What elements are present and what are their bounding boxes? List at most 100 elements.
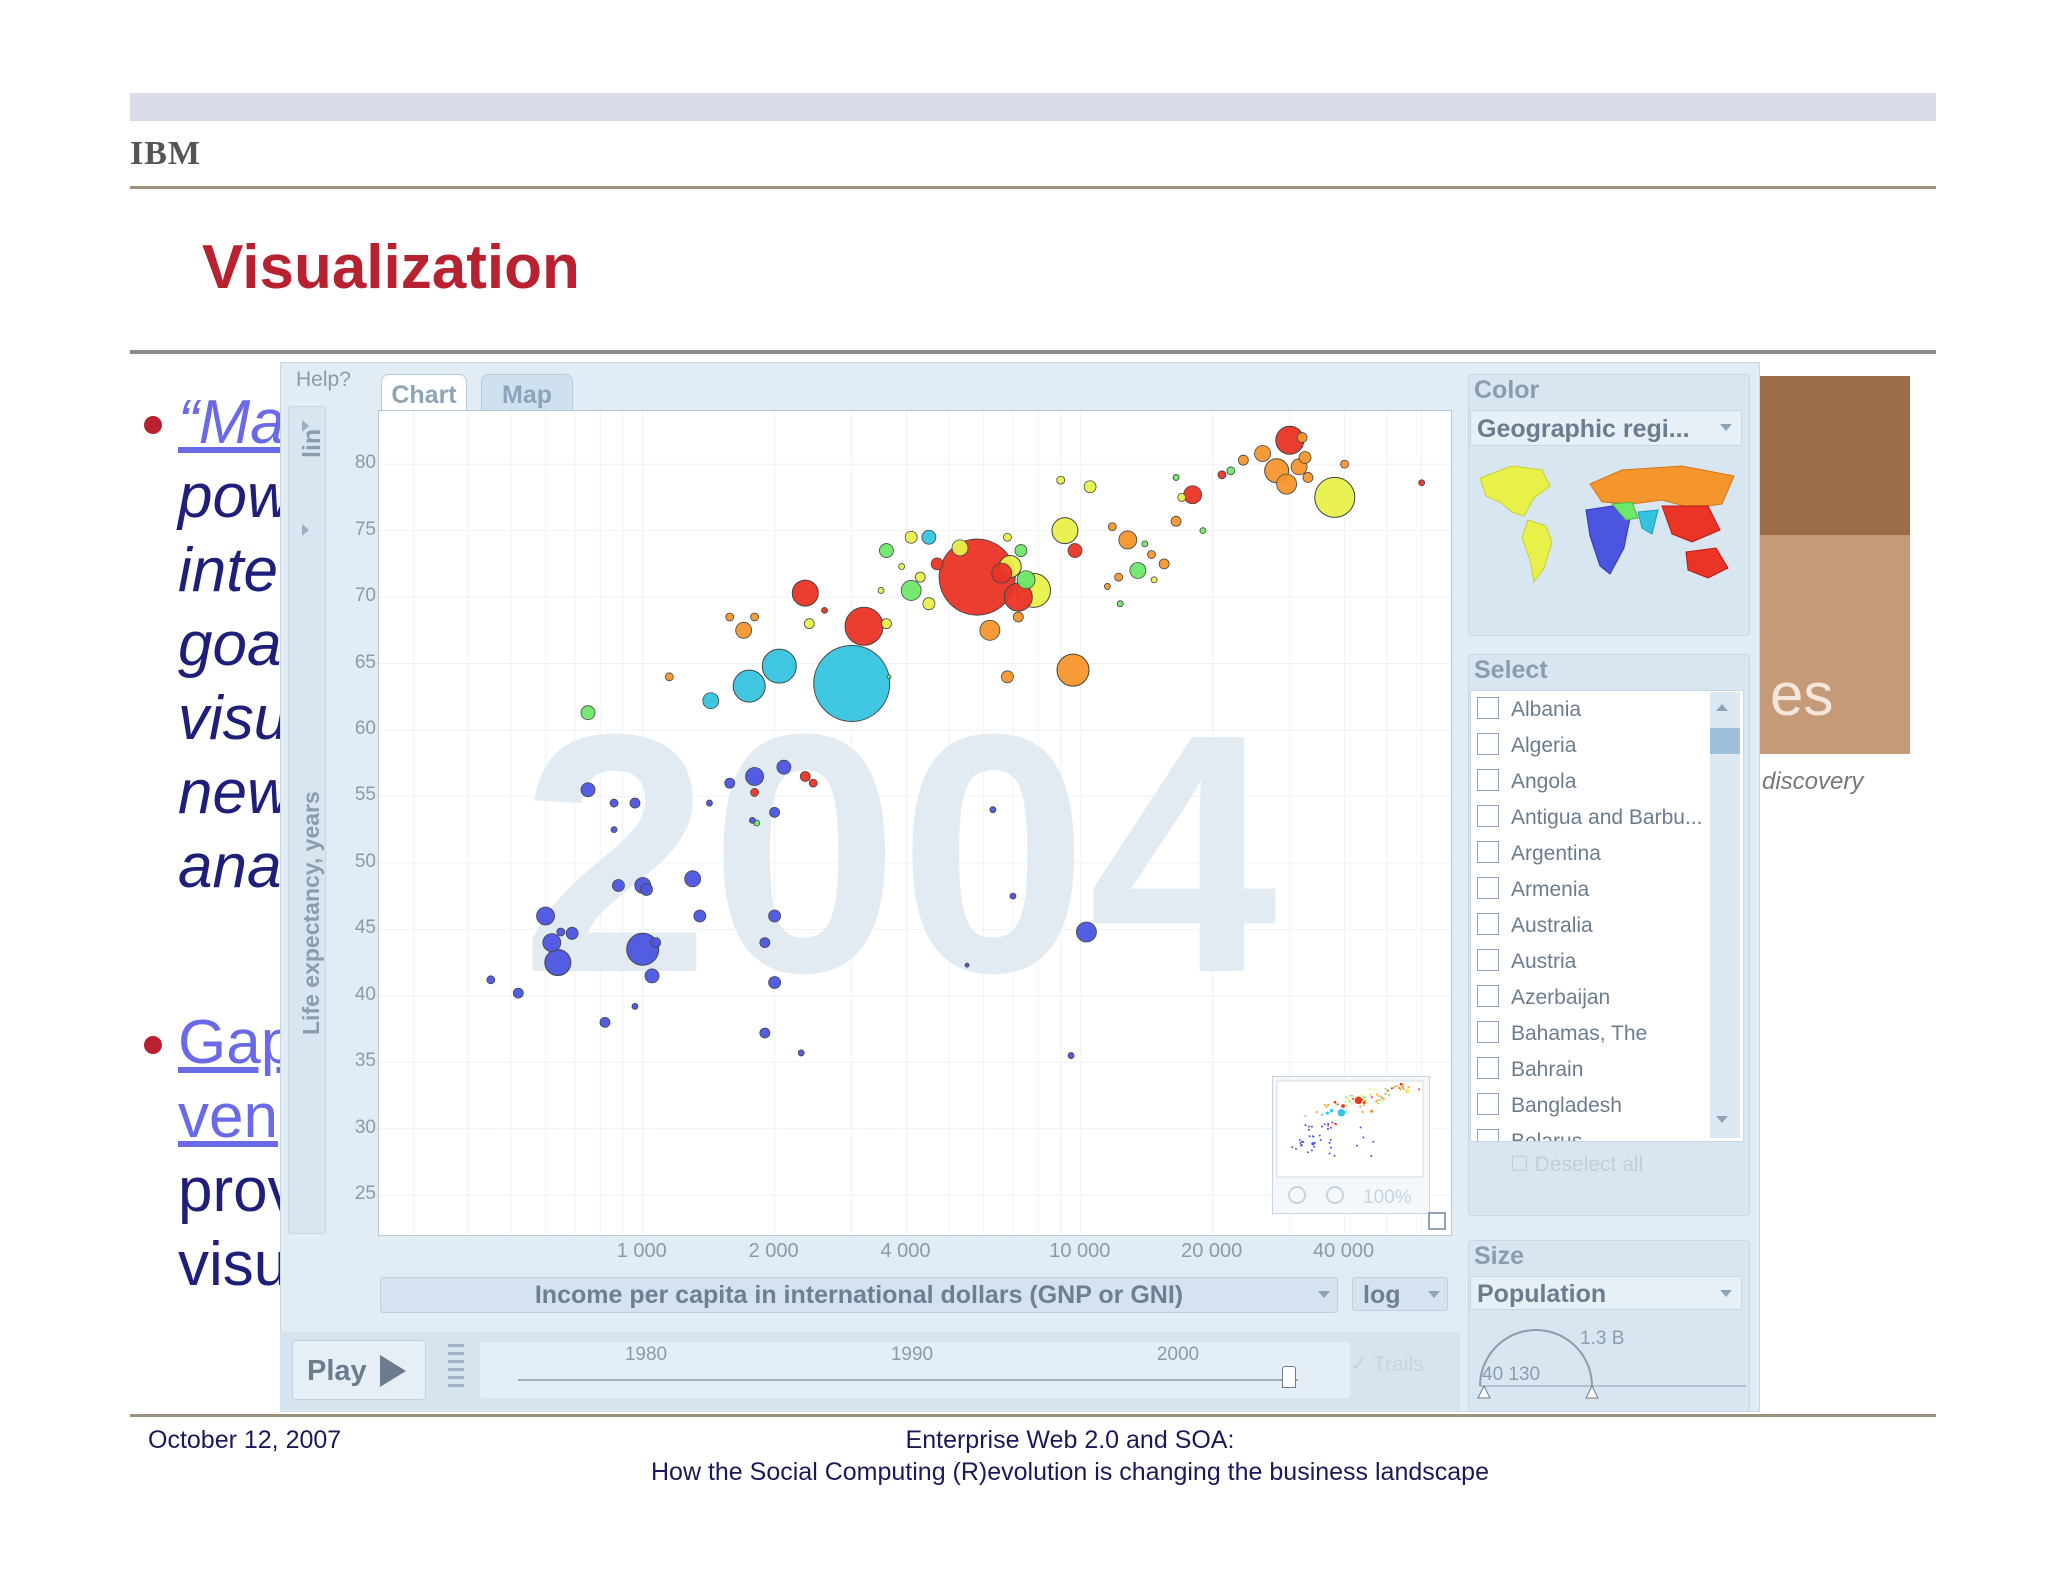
country-bubble[interactable] xyxy=(542,933,562,953)
country-bubble[interactable] xyxy=(991,562,1013,584)
country-bubble[interactable] xyxy=(1114,572,1124,582)
country-bubble[interactable] xyxy=(964,962,970,968)
list-item[interactable]: Belarus xyxy=(1477,1127,1582,1141)
speed-control-icon[interactable] xyxy=(446,1340,466,1396)
zoom-minimap[interactable]: 100% xyxy=(1272,1076,1430,1214)
help-link[interactable]: Help? xyxy=(296,368,351,391)
list-item[interactable]: Azerbaijan xyxy=(1477,983,1610,1013)
country-bubble[interactable] xyxy=(821,606,828,614)
country-bubble[interactable] xyxy=(640,883,653,896)
country-bubble[interactable] xyxy=(580,782,596,798)
country-bubble[interactable] xyxy=(706,799,713,807)
country-bubble[interactable] xyxy=(922,597,936,611)
country-bubble[interactable] xyxy=(799,771,811,782)
expand-arrow-icon[interactable] xyxy=(302,420,309,432)
country-bubble[interactable] xyxy=(1199,527,1207,535)
country-bubble[interactable] xyxy=(904,530,918,544)
list-item[interactable]: Australia xyxy=(1477,911,1593,941)
country-bubble[interactable] xyxy=(776,759,792,775)
country-bubble[interactable] xyxy=(749,816,756,824)
country-bubble[interactable] xyxy=(914,571,926,583)
country-bubble[interactable] xyxy=(1298,451,1312,464)
bullet-1-line-1[interactable]: “Ma xyxy=(178,388,285,457)
bullet-2-line-2[interactable]: ven xyxy=(178,1082,278,1151)
country-bubble[interactable] xyxy=(612,879,625,892)
country-bubble[interactable] xyxy=(629,797,641,809)
country-bubble[interactable] xyxy=(1014,544,1028,557)
country-bubble[interactable] xyxy=(735,621,753,639)
country-bubble[interactable] xyxy=(900,580,922,601)
country-bubble[interactable] xyxy=(951,539,969,557)
country-bubble[interactable] xyxy=(684,870,702,888)
country-bubble[interactable] xyxy=(930,557,944,571)
country-bubble[interactable] xyxy=(1016,570,1036,590)
country-bubble[interactable] xyxy=(877,587,885,594)
country-bubble[interactable] xyxy=(1116,600,1124,608)
country-bubble[interactable] xyxy=(1147,550,1156,559)
country-bubble[interactable] xyxy=(1056,653,1090,687)
chevron-down-icon[interactable] xyxy=(1318,1291,1330,1298)
country-bubble[interactable] xyxy=(1314,476,1356,518)
size-scale[interactable]: 1.3 B 40 130 xyxy=(1470,1318,1750,1408)
country-bubble[interactable] xyxy=(791,579,819,607)
country-bubble[interactable] xyxy=(1009,892,1017,900)
tab-map[interactable]: Map xyxy=(481,374,573,415)
country-bubble[interactable] xyxy=(644,968,660,984)
country-bubble[interactable] xyxy=(664,672,674,682)
country-bubble[interactable] xyxy=(750,788,759,797)
chevron-down-icon[interactable] xyxy=(1720,1290,1732,1297)
country-bubble[interactable] xyxy=(631,1003,639,1010)
size-selector[interactable]: Population xyxy=(1470,1276,1742,1310)
country-bubble[interactable] xyxy=(881,618,892,630)
country-bubble[interactable] xyxy=(1118,530,1138,550)
country-bubble[interactable] xyxy=(486,975,496,985)
country-bubble[interactable] xyxy=(879,543,894,558)
country-bubble[interactable] xyxy=(797,1049,805,1057)
country-bubble[interactable] xyxy=(1172,474,1180,481)
country-bubble[interactable] xyxy=(938,538,1016,616)
tab-chart[interactable]: Chart xyxy=(381,374,467,415)
country-bubble[interactable] xyxy=(979,619,1001,641)
country-bubble[interactable] xyxy=(1076,921,1097,943)
country-bubble[interactable] xyxy=(808,778,818,788)
country-bubble[interactable] xyxy=(1302,472,1314,483)
deselect-all-button[interactable]: ☐ Deselect all xyxy=(1510,1153,1644,1176)
list-item[interactable]: Armenia xyxy=(1477,875,1589,905)
country-bubble[interactable] xyxy=(1056,475,1066,485)
country-bubble[interactable] xyxy=(609,798,619,808)
country-bubble[interactable] xyxy=(544,949,572,977)
expand-arrow-icon[interactable] xyxy=(302,524,309,536)
country-bubble[interactable] xyxy=(886,674,892,680)
country-bubble[interactable] xyxy=(1418,479,1426,487)
list-item[interactable]: Albania xyxy=(1477,695,1581,725)
country-bubble[interactable] xyxy=(1170,515,1182,527)
country-bubble[interactable] xyxy=(1003,532,1012,542)
country-bubble[interactable] xyxy=(750,612,759,622)
bubble-chart[interactable]: 2004 xyxy=(379,411,1451,1235)
resize-corner-icon[interactable] xyxy=(1428,1212,1446,1230)
country-bubble[interactable] xyxy=(610,826,618,834)
country-bubble[interactable] xyxy=(565,926,579,940)
country-bubble[interactable] xyxy=(1296,432,1308,443)
country-bubble[interactable] xyxy=(989,806,997,814)
list-scrollbar[interactable] xyxy=(1710,692,1740,1138)
country-bubble[interactable] xyxy=(1217,470,1227,480)
country-bubble[interactable] xyxy=(1254,445,1271,462)
country-bubble[interactable] xyxy=(1183,485,1203,505)
country-bubble[interactable] xyxy=(1051,517,1079,545)
country-bubble[interactable] xyxy=(898,563,906,570)
list-item[interactable]: Angola xyxy=(1477,767,1576,797)
list-item[interactable]: Antigua and Barbu... xyxy=(1477,803,1702,833)
country-bubble[interactable] xyxy=(1067,1052,1075,1059)
country-bubble[interactable] xyxy=(745,767,764,786)
play-icon[interactable] xyxy=(380,1355,406,1387)
country-bubble[interactable] xyxy=(1158,558,1170,570)
country-bubble[interactable] xyxy=(724,777,736,789)
color-selector[interactable]: Geographic regi... xyxy=(1470,410,1742,446)
country-bubble[interactable] xyxy=(702,692,720,710)
country-bubble[interactable] xyxy=(768,909,782,923)
country-bubble[interactable] xyxy=(1067,543,1083,558)
country-list[interactable]: Albania Algeria Angola Antigua and Barbu… xyxy=(1470,690,1744,1142)
country-bubble[interactable] xyxy=(536,906,555,926)
country-bubble[interactable] xyxy=(732,669,766,703)
